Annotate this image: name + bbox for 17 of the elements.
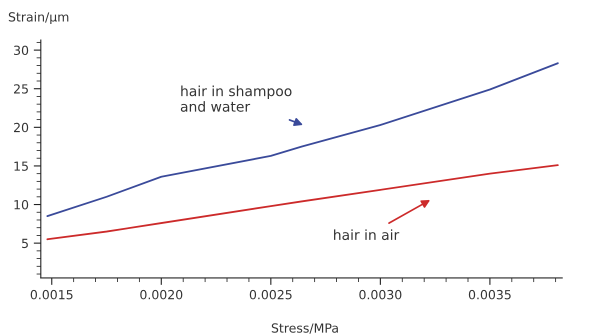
line-series — [46, 164, 559, 240]
y-tick-label: 30 — [14, 46, 28, 56]
line-series — [46, 62, 559, 218]
y-tick-label: 15 — [14, 162, 28, 171]
x-tick-label: 0.0025 — [250, 290, 292, 300]
x-tick-label: 0.0035 — [468, 290, 511, 300]
annotation: hair in shampoo and water — [180, 86, 292, 112]
x-tick-label: 0.0015 — [30, 290, 73, 300]
y-tick-label: 10 — [14, 200, 28, 210]
y-tick-label: 25 — [14, 84, 28, 94]
annotation: hair in air — [334, 229, 400, 240]
y-tick-label: 20 — [14, 122, 28, 132]
x-axis-title: Stress/MPa — [272, 323, 338, 334]
x-tick-label: 0.0020 — [140, 290, 182, 300]
y-tick-label: 5 — [22, 238, 28, 248]
x-tick-label: 0.0030 — [359, 290, 402, 300]
y-axis-title: Strain/μm — [8, 12, 68, 24]
